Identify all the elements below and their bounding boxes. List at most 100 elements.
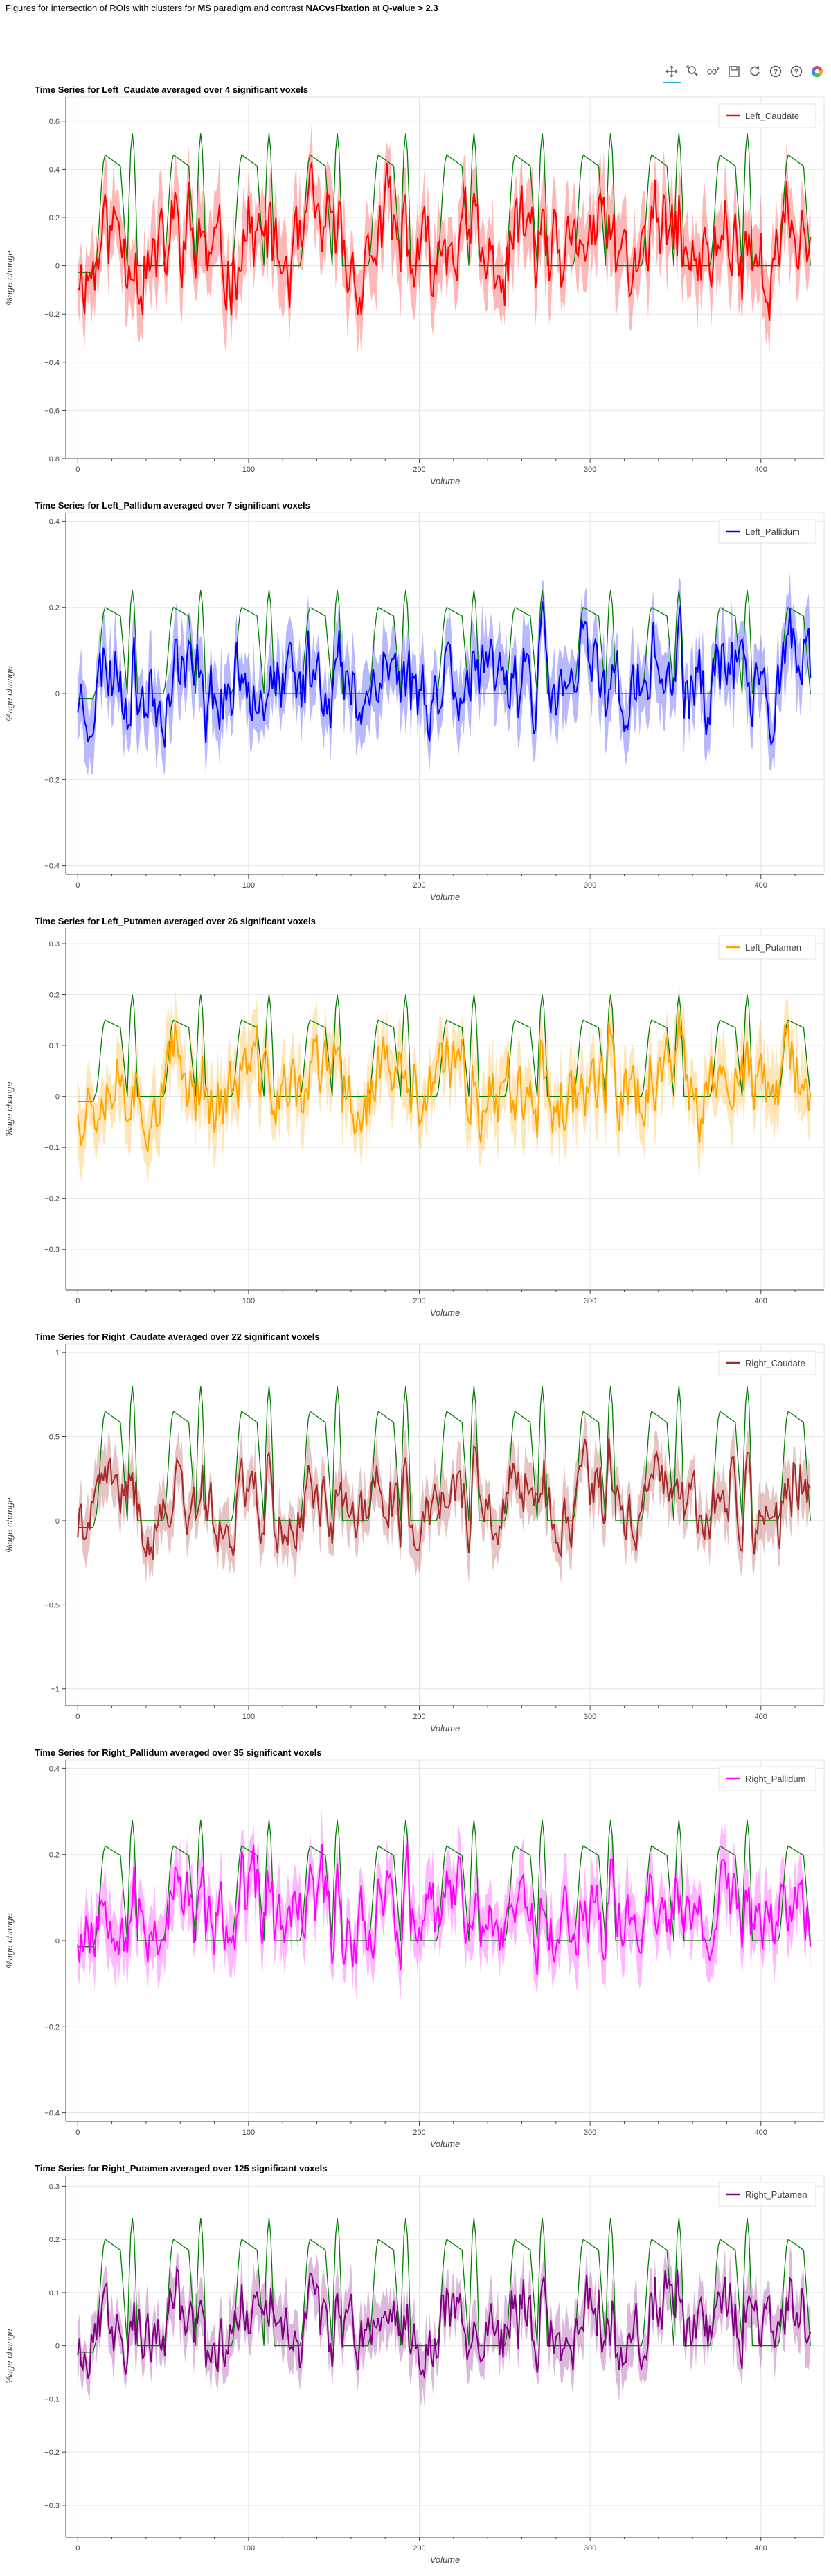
svg-text:?: ? <box>774 68 778 76</box>
bokeh-logo[interactable] <box>807 62 828 81</box>
x-tick-label: 0 <box>75 466 80 474</box>
y-tick-label: 0 <box>55 2343 60 2351</box>
x-tick-label: 100 <box>242 2128 255 2137</box>
y-tick-label: −0.2 <box>44 310 60 319</box>
y-tick-label: 0 <box>55 1517 60 1526</box>
y-tick-label: 0.2 <box>49 2236 60 2244</box>
box-zoom-tool[interactable] <box>682 62 703 81</box>
y-axis-label: %age change <box>4 1913 15 1968</box>
chart-panel-6[interactable]: Time Series for Right_Putamen averaged o… <box>0 2163 831 2572</box>
x-tick-label: 300 <box>584 2544 596 2552</box>
series-line <box>77 2266 812 2379</box>
chart-panel-1[interactable]: Time Series for Left_Caudate averaged ov… <box>0 85 831 493</box>
help-tool[interactable]: ? <box>786 62 807 81</box>
confidence-band <box>78 2246 811 2408</box>
hover-tool[interactable]: ? <box>765 62 786 81</box>
chart-panel-4[interactable]: Time Series for Right_Caudate averaged o… <box>0 1332 831 1740</box>
series-line <box>77 1844 812 1975</box>
x-tick-label: 100 <box>242 881 255 890</box>
y-tick-label: 0 <box>55 690 60 698</box>
y-tick-label: 0.2 <box>49 1851 60 1860</box>
legend-label: Right_Putamen <box>745 2189 807 2200</box>
x-tick-label: 100 <box>242 2544 255 2552</box>
chart-panel-3[interactable]: Time Series for Left_Putamen averaged ov… <box>0 916 831 1325</box>
chart-panel-2[interactable]: Time Series for Left_Pallidum averaged o… <box>0 500 831 909</box>
y-axis-label: %age change <box>4 1497 15 1553</box>
page-title: Figures for intersection of ROIs with cl… <box>6 3 438 13</box>
x-tick-label: 200 <box>413 2128 425 2137</box>
x-tick-label: 0 <box>75 1297 80 1305</box>
y-axis-label: %age change <box>4 1082 15 1137</box>
wheel-zoom-icon <box>707 67 720 75</box>
y-tick-label: 0 <box>55 1093 60 1102</box>
reset-tool[interactable] <box>744 62 765 81</box>
pan-tool[interactable] <box>661 62 682 83</box>
x-tick-label: 400 <box>755 1297 767 1305</box>
legend-label: Right_Pallidum <box>745 1774 805 1784</box>
y-tick-label: −0.2 <box>44 2023 60 2031</box>
y-tick-label: 0.3 <box>49 940 60 949</box>
y-tick-label: 0.4 <box>49 1765 60 1773</box>
legend-label: Right_Caudate <box>745 1358 805 1368</box>
y-tick-label: 0.1 <box>49 1042 60 1050</box>
y-axis-label: %age change <box>4 250 15 306</box>
y-tick-label: −0.1 <box>44 1144 60 1152</box>
x-tick-label: 400 <box>755 2544 767 2552</box>
save-icon <box>729 66 740 77</box>
bokeh-logo-icon <box>812 66 823 78</box>
help-icon: ? <box>790 65 803 78</box>
series-line <box>77 1011 812 1152</box>
chart-title: Time Series for Right_Caudate averaged o… <box>35 1332 320 1342</box>
chart-panel-5[interactable]: Time Series for Right_Pallidum averaged … <box>0 1747 831 2156</box>
y-tick-label: 0.2 <box>49 214 60 222</box>
wheel-zoom-tool[interactable] <box>703 62 724 81</box>
pan-icon <box>665 65 678 78</box>
x-axis-label: Volume <box>430 1723 461 1733</box>
y-tick-label: −0.3 <box>44 2502 60 2510</box>
x-axis-label: Volume <box>430 476 461 486</box>
y-tick-label: 0.5 <box>49 1433 60 1442</box>
x-tick-label: 100 <box>242 466 255 474</box>
y-tick-label: −0.4 <box>44 2110 60 2118</box>
y-tick-label: −0.6 <box>44 407 60 415</box>
y-tick-label: 0.1 <box>49 2289 60 2297</box>
y-tick-label: −0.8 <box>44 455 60 464</box>
y-tick-label: −0.4 <box>44 863 60 871</box>
y-tick-label: −1 <box>51 1686 60 1694</box>
y-tick-label: 0.4 <box>49 518 60 526</box>
x-tick-label: 400 <box>755 881 767 890</box>
x-tick-label: 0 <box>75 2544 80 2552</box>
x-tick-label: 200 <box>413 1297 425 1305</box>
x-tick-label: 300 <box>584 1713 596 1721</box>
x-tick-label: 400 <box>755 2128 767 2137</box>
x-tick-label: 400 <box>755 1713 767 1721</box>
y-tick-label: −0.2 <box>44 776 60 784</box>
x-tick-label: 300 <box>584 881 596 890</box>
x-axis-label: Volume <box>430 1307 461 1318</box>
chart-title: Time Series for Left_Caudate averaged ov… <box>35 85 308 95</box>
plot-toolbar: ? ? <box>661 61 828 83</box>
model-line <box>78 2218 811 2353</box>
x-tick-label: 300 <box>584 466 596 474</box>
y-axis-label: %age change <box>4 666 15 721</box>
x-tick-label: 0 <box>75 2128 80 2137</box>
y-tick-label: 0.4 <box>49 166 60 174</box>
y-axis-label: %age change <box>4 2329 15 2384</box>
chart-title: Time Series for Right_Pallidum averaged … <box>35 1747 321 1758</box>
model-line <box>78 1386 811 1528</box>
confidence-band <box>78 1808 811 2002</box>
legend-label: Left_Pallidum <box>745 527 800 537</box>
y-tick-label: 0 <box>55 263 60 271</box>
x-axis-label: Volume <box>430 2555 461 2565</box>
y-tick-label: 0.3 <box>49 2182 60 2191</box>
x-tick-label: 100 <box>242 1297 255 1305</box>
y-tick-label: −0.1 <box>44 2395 60 2403</box>
x-tick-label: 200 <box>413 881 425 890</box>
chart-title: Time Series for Left_Putamen averaged ov… <box>35 916 316 926</box>
legend-label: Left_Caudate <box>745 111 799 121</box>
x-tick-label: 300 <box>584 1297 596 1305</box>
save-tool[interactable] <box>724 62 744 81</box>
x-tick-label: 200 <box>413 1713 425 1721</box>
series-line <box>77 601 812 748</box>
plot-frame <box>65 928 825 1291</box>
